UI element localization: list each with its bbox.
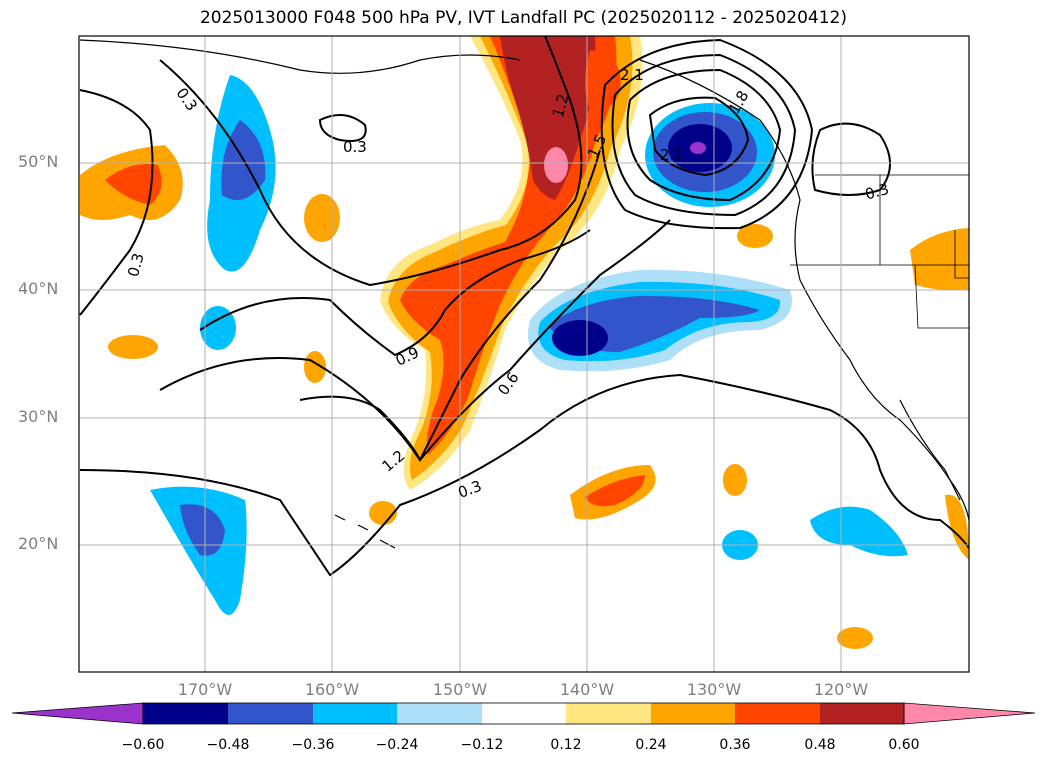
colorbar-tick-label: 0.48	[804, 737, 836, 753]
lon-tick-label: 160°W	[304, 680, 360, 699]
coastline-north-america	[639, 59, 969, 521]
positive-anomaly-southeast-edge	[945, 494, 969, 560]
contour-line-low-center-3	[600, 38, 814, 230]
positive-anomaly-core	[500, 36, 596, 200]
contour-label: 0.3	[863, 180, 891, 204]
shaded-fields	[79, 36, 969, 649]
positive-anomaly-small-2	[108, 335, 158, 359]
negative-anomaly-nw-peak	[690, 142, 706, 154]
negative-anomaly-small-1	[200, 306, 236, 350]
colorbar-segment	[482, 703, 566, 724]
colorbar-segment	[820, 703, 904, 724]
colorbar-tick-label: 0.60	[888, 737, 920, 753]
contour-line-low-center-1	[626, 68, 782, 202]
contour-line-0.3-south	[79, 373, 969, 577]
positive-anomaly-small-7	[837, 627, 873, 649]
coastline-baja	[899, 399, 961, 501]
positive-anomaly-small-6	[737, 224, 773, 248]
contour-line-0.3-west	[79, 89, 154, 316]
negative-anomaly-central-peak	[552, 320, 608, 356]
colorbar-tick-label: 0.12	[550, 737, 582, 753]
colorbar-segment	[143, 703, 228, 724]
colorbar-tick-label: −0.48	[206, 737, 250, 753]
lon-tick-label: 130°W	[686, 680, 742, 699]
colorbar-segment	[313, 703, 397, 724]
colorbar-segment	[651, 703, 735, 724]
graticule	[79, 36, 969, 672]
lat-tick-label: 40°N	[18, 279, 59, 298]
colorbar-segment	[397, 703, 482, 724]
coastline-hawaii	[334, 514, 396, 549]
positive-anomaly-east	[910, 228, 969, 291]
lon-tick-label: 120°W	[813, 680, 869, 699]
lat-tick-label: 30°N	[18, 407, 59, 426]
colorbar-max-extension	[903, 702, 1036, 725]
map-frame	[78, 35, 970, 673]
negative-anomaly-southeast	[810, 506, 908, 557]
colorbar-outline	[142, 702, 905, 725]
contour-line-0.6	[159, 219, 671, 462]
contour-label: 1.2	[549, 92, 573, 120]
contour-label: 0.3	[124, 251, 148, 279]
contour-line-1.2	[299, 149, 601, 463]
contour-label: 2.1	[620, 66, 644, 84]
colorbar-tick-label: −0.12	[460, 737, 504, 753]
positive-anomaly-small-1	[304, 194, 340, 242]
contour-line-0.9	[199, 229, 591, 357]
contour-line-0.3-small	[318, 114, 367, 142]
colorbar-tick-label: −0.60	[121, 737, 165, 753]
border-states	[790, 175, 969, 329]
colorbar-segment	[735, 703, 820, 724]
contour-line-0.3-north	[159, 36, 583, 287]
lat-tick-label: 20°N	[18, 534, 59, 553]
lon-tick-label: 140°W	[559, 680, 615, 699]
colorbar-tick-label: −0.24	[375, 737, 419, 753]
negative-anomaly-southwest-core	[180, 504, 225, 556]
colorbar-min-extension	[11, 702, 144, 725]
contour-label: 2.1	[660, 146, 684, 164]
colorbar-tick-label: 0.24	[635, 737, 667, 753]
positive-anomaly-subtropics-core	[585, 475, 645, 507]
lon-tick-label: 150°W	[432, 680, 488, 699]
lon-tick-label: 170°W	[177, 680, 233, 699]
colorbar-tick-label: 0.36	[719, 737, 751, 753]
colorbar	[11, 702, 1036, 725]
contour-line-low-center-2	[611, 53, 797, 217]
map-title: 2025013000 F048 500 hPa PV, IVT Landfall…	[199, 8, 847, 28]
colorbar-segment	[228, 703, 313, 724]
positive-anomaly-west-core	[105, 164, 162, 205]
colorbar-tick-label: −0.36	[291, 737, 335, 753]
positive-anomaly-small-4	[369, 501, 397, 525]
positive-anomaly-peak	[544, 147, 568, 183]
positive-anomaly-small-5	[723, 464, 747, 496]
contour-line-low-center-4	[648, 96, 750, 177]
contour-label: 0.3	[343, 138, 367, 156]
lat-tick-label: 50°N	[18, 152, 59, 171]
colorbar-segment	[566, 703, 651, 724]
coastline-alaska	[79, 39, 521, 74]
positive-anomaly-east-lobe	[585, 50, 621, 111]
